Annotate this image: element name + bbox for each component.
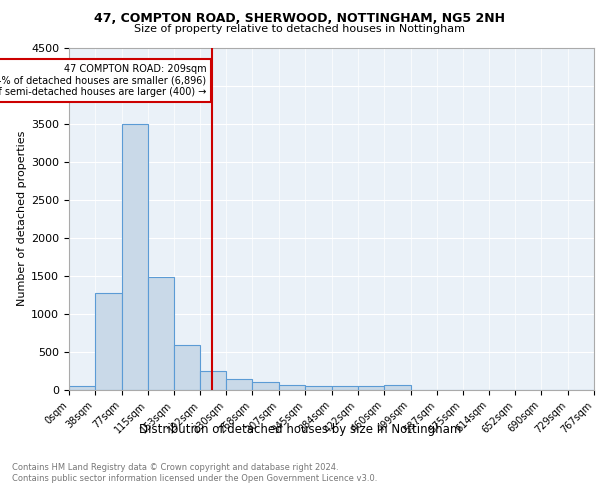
Text: Distribution of detached houses by size in Nottingham: Distribution of detached houses by size …: [139, 422, 461, 436]
Bar: [226, 380, 253, 390]
Bar: [279, 385, 305, 390]
Bar: [384, 386, 410, 390]
Bar: [253, 382, 279, 390]
Y-axis label: Number of detached properties: Number of detached properties: [17, 131, 27, 306]
Bar: [332, 386, 358, 390]
Bar: [148, 278, 174, 390]
Bar: [122, 124, 148, 390]
Bar: [69, 386, 95, 390]
Text: Contains HM Land Registry data © Crown copyright and database right 2024.: Contains HM Land Registry data © Crown c…: [12, 462, 338, 471]
Bar: [174, 345, 200, 390]
Text: 47, COMPTON ROAD, SHERWOOD, NOTTINGHAM, NG5 2NH: 47, COMPTON ROAD, SHERWOOD, NOTTINGHAM, …: [95, 12, 505, 26]
Bar: [95, 292, 122, 390]
Text: Size of property relative to detached houses in Nottingham: Size of property relative to detached ho…: [134, 24, 466, 34]
Text: 47 COMPTON ROAD: 209sqm
← 94% of detached houses are smaller (6,896)
5% of semi-: 47 COMPTON ROAD: 209sqm ← 94% of detache…: [0, 64, 206, 98]
Bar: [358, 386, 384, 390]
Text: Contains public sector information licensed under the Open Government Licence v3: Contains public sector information licen…: [12, 474, 377, 483]
Bar: [305, 386, 332, 390]
Bar: [200, 371, 226, 390]
